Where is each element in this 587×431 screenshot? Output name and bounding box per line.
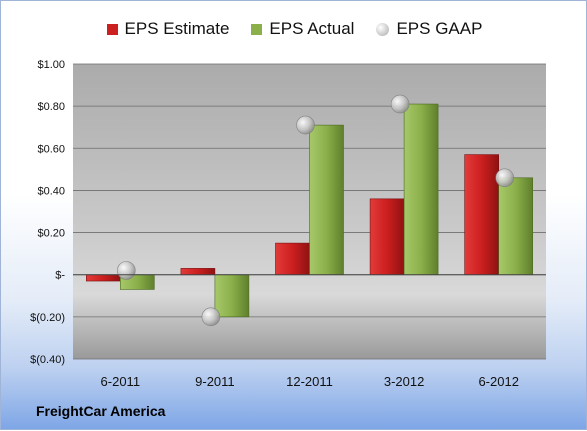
eps-actual-bar-12-2011 (309, 124, 344, 276)
eps-gaap-marker-9-2011 (201, 307, 221, 327)
legend-swatch-eps-estimate (106, 23, 118, 35)
company-name: FreightCar America (36, 403, 166, 419)
y-tick-label-5: $- (55, 270, 65, 282)
legend-item-eps-gaap: EPS GAAP (376, 19, 482, 39)
legend-label-eps-actual: EPS Actual (269, 19, 355, 38)
eps-actual-bar-9-2011 (214, 274, 250, 318)
eps-gaap-marker-3-2012 (390, 94, 410, 114)
eps-gaap-marker-6-2012 (495, 168, 515, 188)
y-tick-label-1: $0.80 (37, 101, 65, 113)
y-tick-label-7: $(0.40) (30, 354, 65, 366)
legend-item-eps-estimate: EPS Estimate (106, 19, 230, 39)
eps-gaap-marker-6-2011 (117, 261, 136, 280)
legend-item-eps-actual: EPS Actual (251, 19, 354, 39)
eps-estimate-bar-9-2011 (180, 268, 216, 276)
eps-gaap-marker-12-2011 (296, 115, 315, 135)
y-tick-label-3: $0.40 (37, 185, 65, 197)
eps-actual-bar-3-2012 (403, 103, 439, 276)
y-tick-label-2: $0.60 (37, 143, 65, 155)
x-tick-label-9-2011: 9-2011 (195, 374, 235, 389)
chart-legend: EPS Estimate EPS Actual EPS GAAP (1, 15, 587, 43)
x-tick-label-6-2012: 6-2012 (478, 374, 518, 389)
legend-label-eps-gaap: EPS GAAP (396, 19, 483, 38)
x-tick-label-6-2011: 6-2011 (101, 374, 141, 389)
x-tick-label-12-2011: 12-2011 (286, 374, 333, 389)
eps-actual-bar-6-2012 (498, 177, 534, 276)
legend-label-eps-estimate: EPS Estimate (124, 19, 230, 38)
y-tick-label-0: $1.00 (37, 59, 65, 71)
legend-swatch-eps-gaap (376, 22, 390, 36)
eps-estimate-bar-12-2011 (275, 242, 310, 276)
eps-estimate-bar-6-2012 (464, 154, 500, 276)
y-tick-label-6: $(0.20) (30, 312, 65, 324)
legend-swatch-eps-actual (251, 23, 263, 35)
y-tick-label-4: $0.20 (37, 228, 65, 240)
eps-estimate-bar-6-2011 (86, 274, 121, 282)
eps-estimate-bar-3-2012 (369, 198, 405, 276)
x-tick-label-3-2012: 3-2012 (384, 374, 424, 389)
